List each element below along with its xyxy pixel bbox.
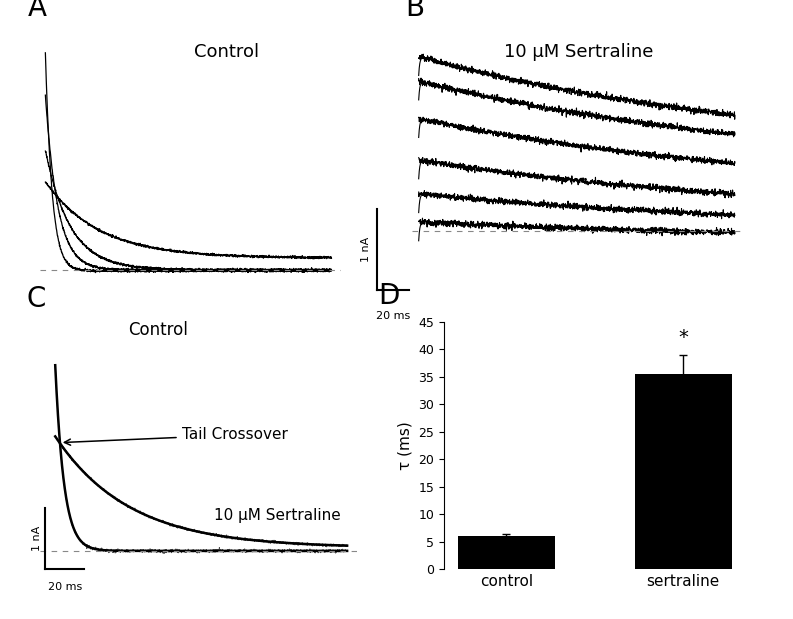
- Bar: [458, 537, 555, 569]
- Text: D: D: [377, 282, 399, 310]
- Text: C: C: [27, 285, 46, 313]
- Text: *: *: [678, 327, 688, 347]
- Y-axis label: τ (ms): τ (ms): [398, 422, 413, 470]
- Text: 20 ms: 20 ms: [48, 582, 82, 592]
- Text: Control: Control: [128, 321, 189, 339]
- Text: 1 nA: 1 nA: [361, 237, 371, 262]
- Text: Control: Control: [194, 43, 259, 61]
- Text: 10 μM Sertraline: 10 μM Sertraline: [214, 508, 341, 523]
- Text: 10 μM Sertraline: 10 μM Sertraline: [504, 43, 653, 61]
- Text: 20 ms: 20 ms: [376, 311, 410, 321]
- Text: B: B: [406, 0, 425, 22]
- Text: 1 nA: 1 nA: [32, 526, 41, 551]
- Text: Tail Crossover: Tail Crossover: [64, 428, 288, 445]
- Bar: [634, 374, 732, 569]
- Text: A: A: [28, 0, 47, 22]
